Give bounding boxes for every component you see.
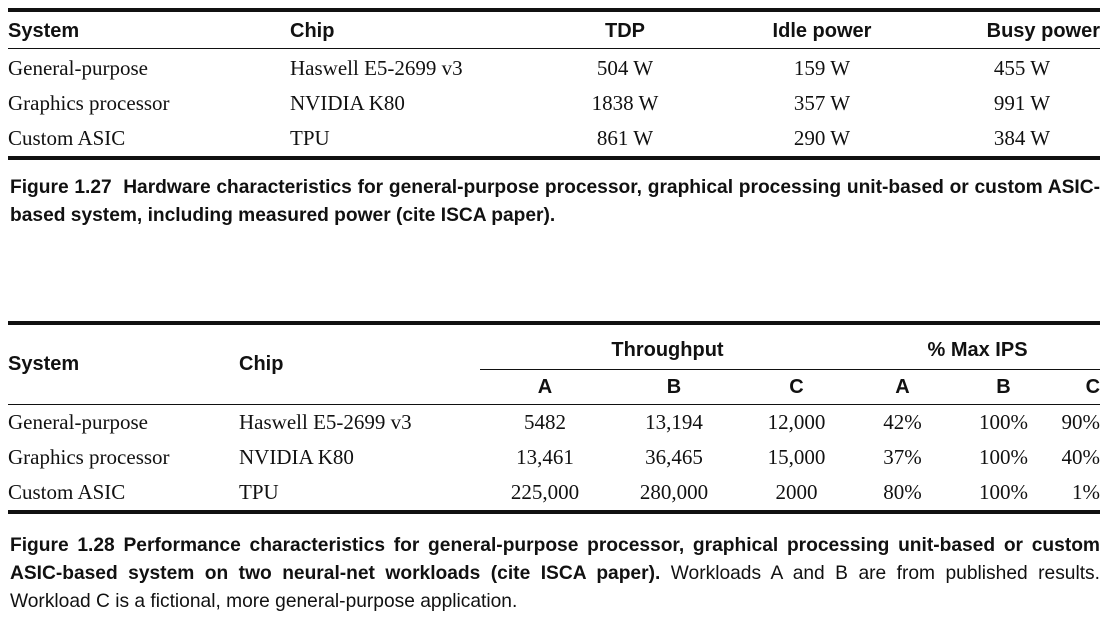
- table-header-row: System Chip TDP Idle power Busy power: [8, 10, 1100, 49]
- cell-system: Custom ASIC: [8, 126, 126, 150]
- table-row: General-purpose Haswell E5-2699 v3 5482 …: [8, 405, 1100, 441]
- cell-ips-b: 100%: [979, 480, 1029, 504]
- caption-text: Hardware characteristics for general-pur…: [10, 177, 1100, 226]
- subheader-ips-b: B: [950, 369, 1058, 405]
- cell-throughput-b: 13,194: [645, 410, 703, 434]
- cell-ips-a: 37%: [883, 445, 922, 469]
- cell-idle: 159 W: [793, 56, 851, 80]
- column-header-chip: Chip: [239, 323, 480, 405]
- figure-caption: Figure 1.27 Hardware characteristics for…: [10, 174, 1100, 230]
- cell-ips-b: 100%: [979, 445, 1029, 469]
- column-header-idle-power: Idle power: [700, 10, 944, 49]
- column-header-chip: Chip: [290, 10, 550, 49]
- cell-system: Custom ASIC: [8, 480, 126, 504]
- subheader-ips-c: C: [1057, 369, 1101, 405]
- table-group-header-row: System Chip Throughput % Max IPS: [8, 323, 1101, 405]
- cell-system: General-purpose: [8, 410, 148, 434]
- column-header-busy-power: Busy power: [944, 10, 1100, 49]
- caption-lead-text: Performance characteristics for general-…: [10, 535, 1100, 584]
- hardware-characteristics-table: System Chip TDP Idle power Busy power Ge…: [8, 8, 1100, 160]
- subheader-ips-a: A: [855, 369, 951, 405]
- cell-system: General-purpose: [8, 56, 148, 80]
- caption-body-text: Workloads A and B are from published res…: [10, 563, 1100, 612]
- cell-throughput-a: 13,461: [516, 445, 574, 469]
- subheader-throughput-c: C: [738, 369, 856, 405]
- performance-characteristics-table: System Chip Throughput % Max IPS A B C A…: [8, 321, 1101, 514]
- column-group-throughput: Throughput: [480, 323, 856, 370]
- table-subheader-row: A B C A B C: [8, 369, 1101, 405]
- cell-busy: 991 W: [993, 91, 1051, 115]
- cell-tdp: 1838 W: [591, 91, 659, 115]
- subheader-throughput-a: A: [480, 369, 610, 405]
- column-group-max-ips: % Max IPS: [855, 323, 1101, 370]
- figure-number: Figure 1.27: [10, 177, 112, 198]
- cell-chip: Haswell E5-2699 v3: [290, 56, 463, 80]
- cell-chip: TPU: [239, 480, 279, 504]
- cell-busy: 384 W: [993, 126, 1051, 150]
- cell-system: Graphics processor: [8, 91, 170, 115]
- column-header-tdp: TDP: [550, 10, 700, 49]
- cell-throughput-b: 36,465: [645, 445, 703, 469]
- cell-ips-a: 80%: [883, 480, 922, 504]
- cell-ips-c: 90%: [1061, 410, 1101, 434]
- cell-ips-a: 42%: [883, 410, 922, 434]
- cell-ips-c: 40%: [1061, 445, 1101, 469]
- cell-throughput-a: 225,000: [510, 480, 580, 504]
- figure-caption: Figure 1.28 Performance characteristics …: [10, 532, 1100, 616]
- cell-system: Graphics processor: [8, 445, 170, 469]
- cell-idle: 357 W: [793, 91, 851, 115]
- table-row: Graphics processor NVIDIA K80 13,461 36,…: [8, 440, 1100, 475]
- cell-ips-c: 1%: [1072, 480, 1101, 504]
- figure-number: Figure 1.28: [10, 535, 115, 556]
- table-row: Custom ASIC TPU 225,000 280,000 2000 80%…: [8, 475, 1100, 512]
- cell-throughput-b: 280,000: [639, 480, 709, 504]
- table-row: Graphics processor NVIDIA K80 1838 W 357…: [8, 86, 1100, 121]
- cell-idle: 290 W: [793, 126, 851, 150]
- column-header-system: System: [8, 323, 239, 405]
- column-header-system: System: [8, 10, 290, 49]
- cell-chip: TPU: [290, 126, 330, 150]
- table-row: Custom ASIC TPU 861 W 290 W 384 W: [8, 121, 1100, 158]
- cell-ips-b: 100%: [979, 410, 1029, 434]
- cell-tdp: 861 W: [596, 126, 654, 150]
- subheader-throughput-b: B: [610, 369, 738, 405]
- cell-chip: Haswell E5-2699 v3: [239, 410, 412, 434]
- cell-chip: NVIDIA K80: [290, 91, 405, 115]
- cell-throughput-c: 2000: [775, 480, 818, 504]
- cell-busy: 455 W: [993, 56, 1051, 80]
- cell-throughput-c: 12,000: [767, 410, 826, 434]
- table-row: General-purpose Haswell E5-2699 v3 504 W…: [8, 49, 1100, 87]
- cell-throughput-c: 15,000: [767, 445, 826, 469]
- cell-chip: NVIDIA K80: [239, 445, 354, 469]
- cell-throughput-a: 5482: [524, 410, 566, 434]
- cell-tdp: 504 W: [596, 56, 654, 80]
